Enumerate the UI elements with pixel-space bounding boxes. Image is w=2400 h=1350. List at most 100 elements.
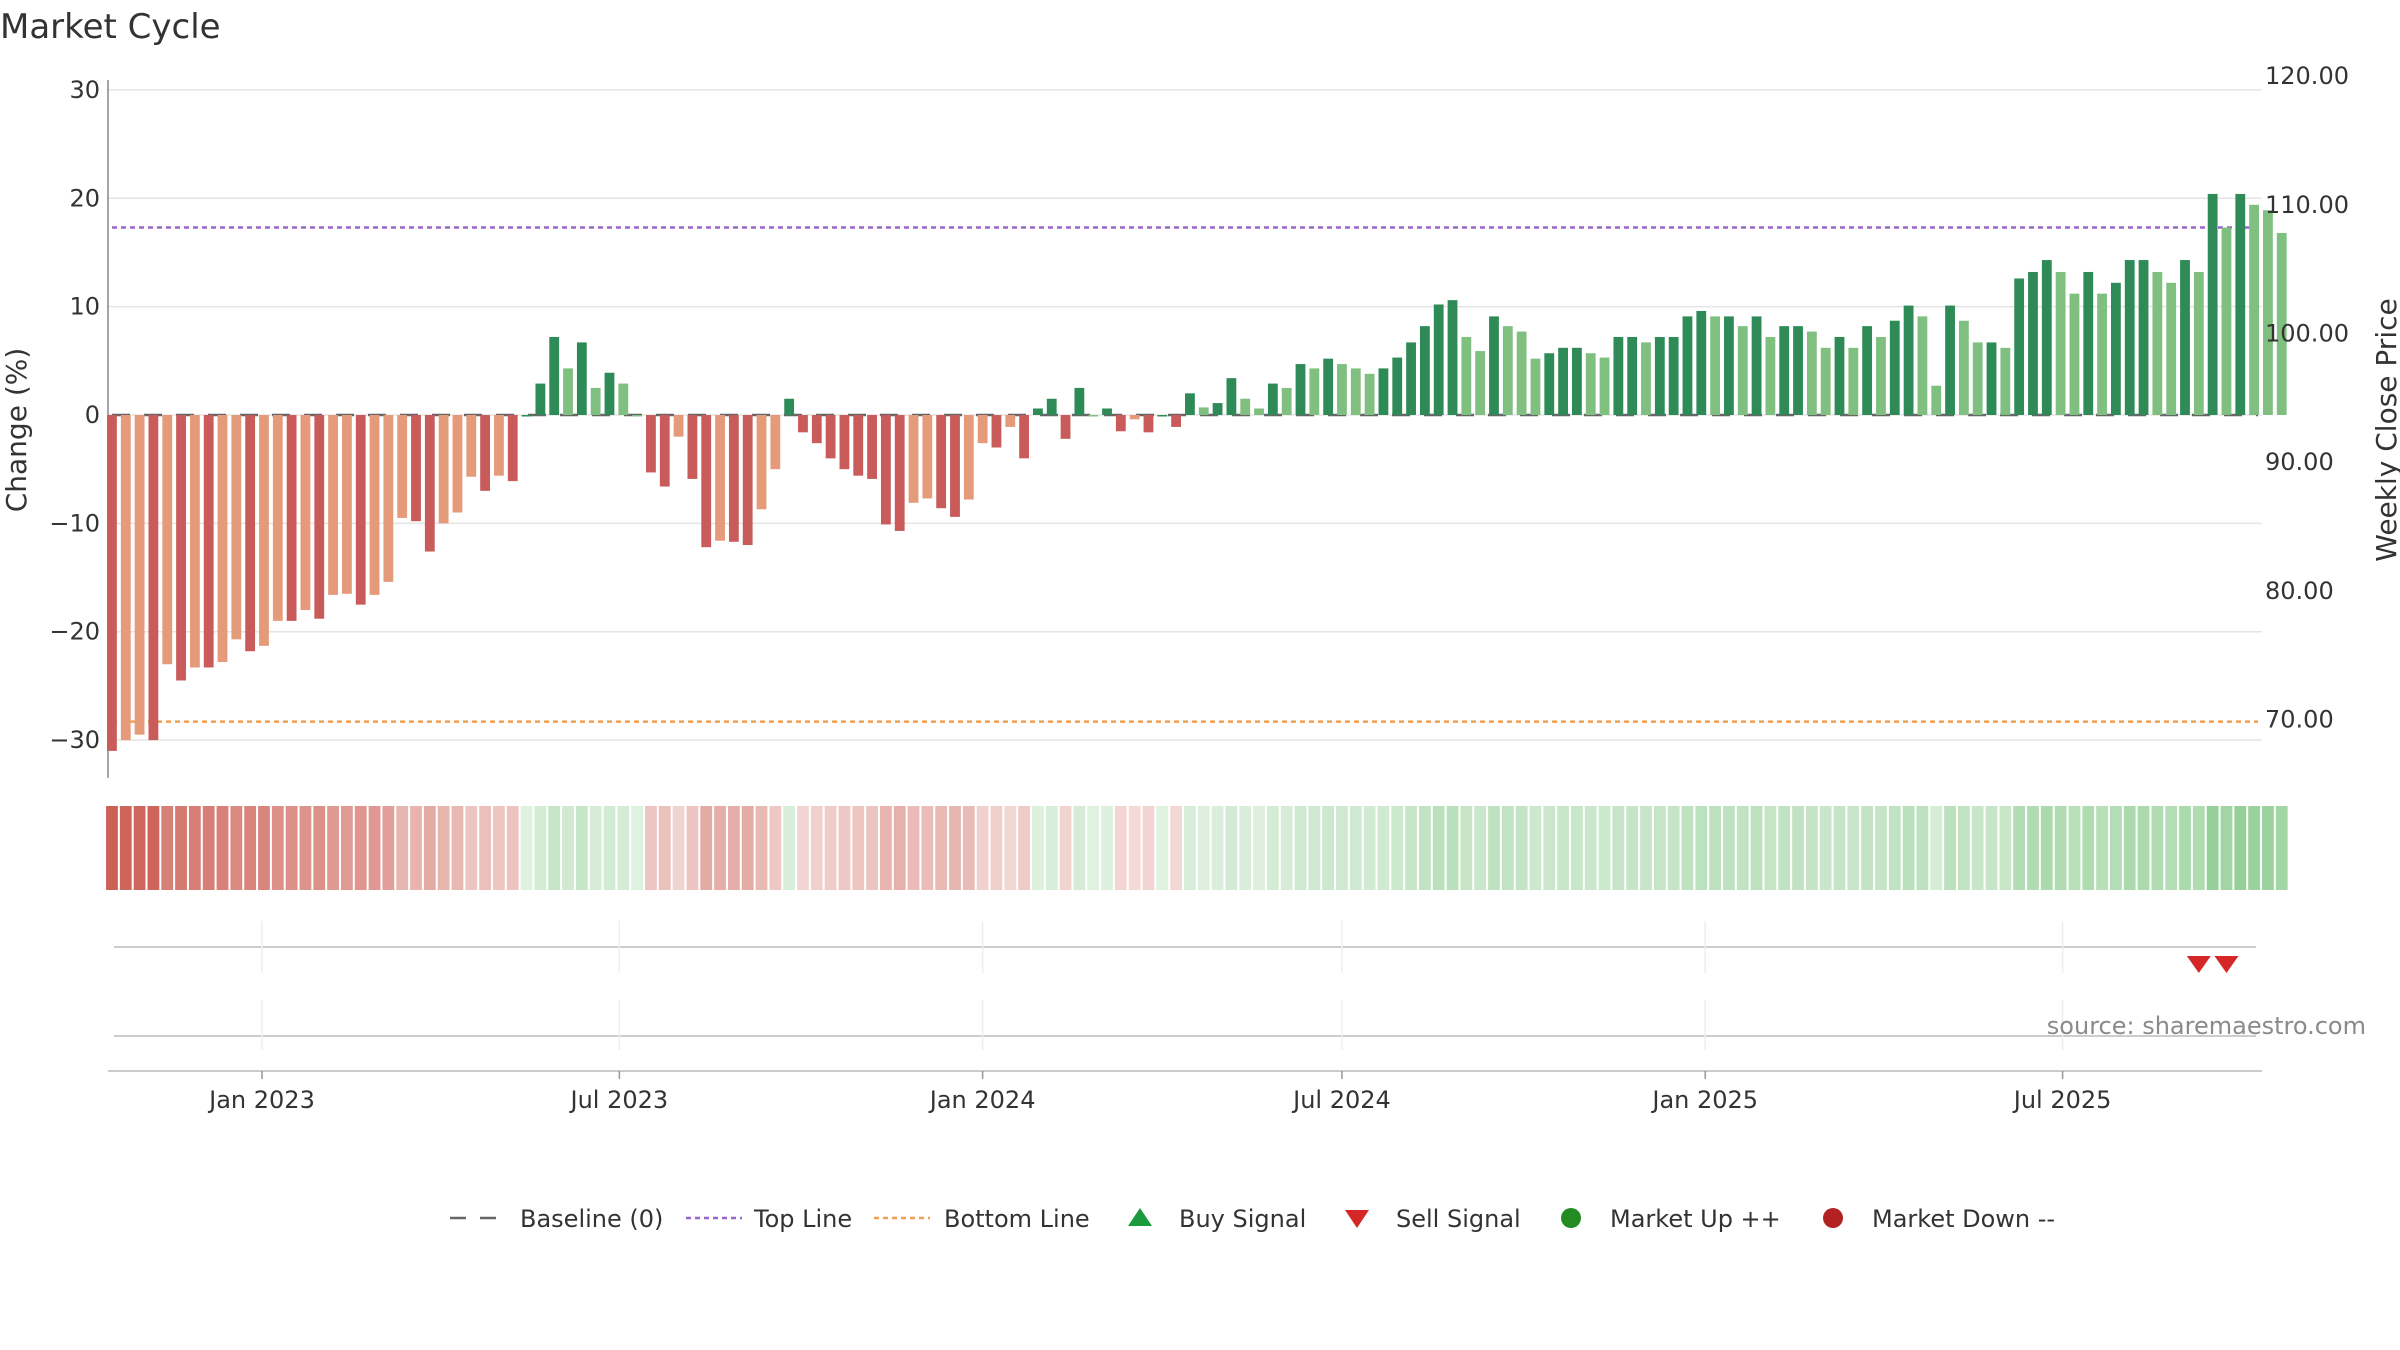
left-axis-title: Change (%) <box>0 348 33 513</box>
strip-cell <box>1004 806 1017 890</box>
change-bar <box>673 415 684 437</box>
change-bar <box>1668 336 1679 415</box>
strip-cell <box>1460 806 1473 890</box>
change-bar <box>341 415 352 594</box>
change-bar <box>604 372 615 415</box>
change-bar <box>1226 378 1237 415</box>
market-panel <box>108 1000 2262 1072</box>
strip-cell <box>354 806 367 890</box>
change-bar <box>922 415 933 499</box>
strip-cell <box>1847 806 1860 890</box>
strip-cell <box>1515 806 1528 890</box>
change-bar <box>1337 364 1347 415</box>
change-bar <box>2235 193 2246 415</box>
change-bar <box>1378 368 1389 415</box>
change-bar <box>825 415 836 459</box>
change-bar <box>424 415 435 552</box>
strip-cell <box>1266 806 1279 890</box>
change-bar <box>1364 373 1375 415</box>
strip-cell <box>340 806 353 890</box>
strip-cell <box>2275 806 2288 890</box>
strip-cell <box>2192 806 2205 890</box>
strip-cell <box>1114 806 1127 890</box>
strip-cell <box>1418 806 1431 890</box>
change-bar <box>1516 331 1527 415</box>
strip-cell <box>949 806 961 890</box>
strip-cell <box>1944 806 1956 890</box>
strip-cell <box>244 806 257 890</box>
strip-cell <box>1101 806 1113 890</box>
change-bar <box>1475 351 1486 415</box>
strip-cell <box>188 806 201 890</box>
strip-cell <box>810 806 823 890</box>
strip-cell <box>1999 806 2012 890</box>
strip-cell <box>437 806 450 890</box>
strip-cell <box>797 806 809 890</box>
change-bar <box>1820 347 1831 415</box>
change-bar <box>2207 193 2218 415</box>
strip-cell <box>589 806 602 890</box>
strip-cell <box>879 806 892 890</box>
change-bar <box>2166 282 2177 415</box>
strip-cell <box>824 806 837 890</box>
change-bar <box>1392 357 1403 415</box>
change-bar <box>563 368 573 415</box>
change-bar <box>977 415 988 444</box>
change-bar <box>1972 342 1983 415</box>
change-bar <box>1198 407 1209 415</box>
strip-cell <box>1695 806 1708 890</box>
legend-market-down-icon <box>1823 1208 1843 1228</box>
change-bar <box>189 415 200 668</box>
x-axis-ticks: Jan 2023 Jul 2023 Jan 2024 Jul 2024 Jan 2025… <box>207 1071 2111 1114</box>
change-bar <box>1295 364 1306 415</box>
strip-cell <box>990 806 1003 890</box>
change-bar <box>1033 408 1043 415</box>
strip-cell <box>1764 806 1777 890</box>
strip-cell <box>2165 806 2178 890</box>
change-bar <box>1558 347 1568 415</box>
strip-cell <box>382 806 395 890</box>
strip-cell <box>465 806 478 890</box>
strip-cell <box>2013 806 2026 890</box>
strip-cell <box>714 806 726 890</box>
change-bar <box>203 415 214 668</box>
left-tick-label: 30 <box>69 76 100 104</box>
strip-cell <box>1225 806 1238 890</box>
strip-cell <box>700 806 713 890</box>
strip-cell <box>1308 806 1321 890</box>
strip-cell <box>658 806 671 890</box>
change-bar <box>576 342 587 415</box>
left-tick-label: 20 <box>69 184 100 212</box>
right-tick-label: 100.00 <box>2265 319 2349 347</box>
strip-cell <box>1294 806 1307 890</box>
strip-cell <box>2179 806 2191 890</box>
legend-label: Top Line <box>753 1205 852 1233</box>
strip-cell <box>976 806 989 890</box>
change-bar <box>162 415 173 665</box>
change-bar <box>1917 316 1928 415</box>
strip-cell <box>1957 806 1970 890</box>
strip-cell <box>2206 806 2219 890</box>
change-bar <box>452 415 463 513</box>
strip-cell <box>1280 806 1293 890</box>
strip-cell <box>741 806 754 890</box>
strip-cell <box>1322 806 1335 890</box>
change-bar <box>1931 385 1942 415</box>
strip-cell <box>1598 806 1611 890</box>
strip-cell <box>285 806 298 890</box>
change-bar <box>2124 260 2135 415</box>
change-bar <box>369 415 380 595</box>
strip-cell <box>1985 806 1998 890</box>
change-bar <box>2000 347 2011 415</box>
change-bar <box>480 415 491 491</box>
strip-cell <box>1861 806 1874 890</box>
change-bar <box>535 383 546 415</box>
strip-cell <box>2068 806 2081 890</box>
change-bar <box>1406 342 1416 415</box>
strip-cell <box>603 806 616 890</box>
change-bar <box>2041 260 2052 415</box>
change-bar <box>1571 347 1582 415</box>
change-bar <box>438 415 449 524</box>
strip-cell <box>1529 806 1542 890</box>
strip-cell <box>1612 806 1625 890</box>
